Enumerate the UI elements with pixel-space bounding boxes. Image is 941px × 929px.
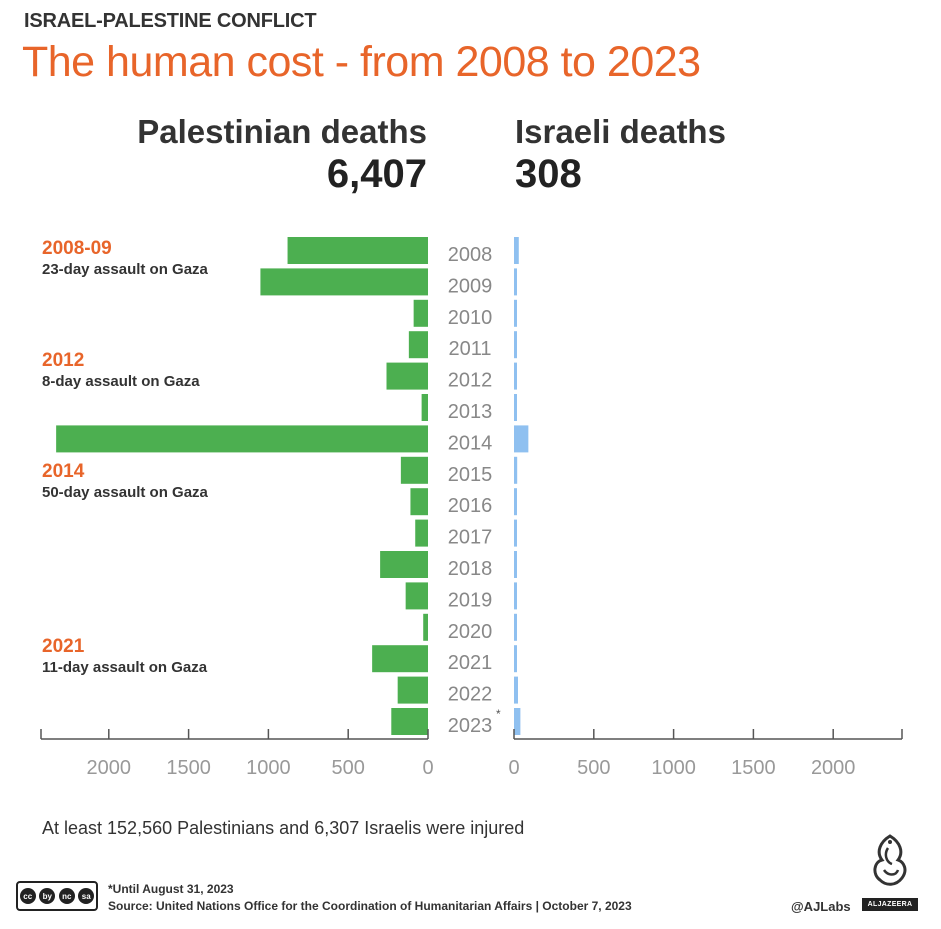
- right-tick-label: 0: [508, 757, 519, 779]
- palestinian-bar: [260, 268, 428, 296]
- event-description: 50-day assault on Gaza: [42, 484, 208, 501]
- left-tick-label: 1500: [166, 757, 211, 779]
- year-label: 2015: [448, 464, 493, 486]
- year-label: 2008: [448, 244, 493, 266]
- year-footnote-marker: *: [496, 707, 501, 721]
- aljazeera-logo: ALJAZEERA: [862, 832, 918, 912]
- year-label: 2018: [448, 558, 493, 580]
- palestinian-bar: [421, 394, 428, 421]
- year-label: 2011: [448, 338, 491, 360]
- palestinian-bar: [410, 488, 428, 516]
- creative-commons-badge: cc by nc sa: [16, 881, 98, 911]
- year-label: 2021: [448, 652, 493, 674]
- sa-icon: sa: [78, 888, 95, 904]
- event-description: 23-day assault on Gaza: [42, 261, 208, 278]
- year-label: 2010: [448, 307, 493, 329]
- event-year: 2014: [42, 461, 85, 482]
- year-label: 2023: [448, 715, 493, 737]
- right-tick-label: 1500: [731, 757, 776, 779]
- ajlabs-handle: @AJLabs: [791, 899, 851, 914]
- palestinian-bar: [56, 425, 429, 453]
- event-year: 2012: [42, 350, 85, 371]
- source-line: Source: United Nations Office for the Co…: [108, 899, 632, 913]
- israeli-bar: [514, 425, 529, 453]
- year-label: 2009: [448, 275, 493, 297]
- left-tick-label: 2000: [87, 757, 132, 779]
- year-label: 2014: [448, 432, 493, 454]
- event-description: 11-day assault on Gaza: [42, 659, 208, 676]
- right-tick-label: 500: [577, 757, 610, 779]
- right-tick-label: 1000: [651, 757, 696, 779]
- palestinian-deaths-total: 6,407: [326, 152, 427, 196]
- event-description: 8-day assault on Gaza: [42, 373, 200, 390]
- by-icon: by: [39, 888, 56, 904]
- footnote: *Until August 31, 2023: [108, 882, 234, 896]
- israeli-bar: [514, 268, 517, 296]
- year-label: 2019: [448, 589, 493, 611]
- left-tick-label: 500: [332, 757, 365, 779]
- event-year: 2008-09: [42, 238, 112, 259]
- israeli-bar: [514, 331, 517, 359]
- left-tick-label: 0: [422, 757, 433, 779]
- israeli-bar: [514, 519, 517, 547]
- palestinian-bar: [423, 613, 428, 641]
- aljazeera-logo-text: ALJAZEERA: [862, 898, 918, 911]
- year-label: 2012: [448, 370, 493, 392]
- israeli-bar: [514, 488, 517, 516]
- kicker: ISRAEL-PALESTINE CONFLICT: [24, 10, 317, 32]
- year-label: 2017: [448, 527, 493, 549]
- palestinian-bar: [372, 645, 428, 673]
- israeli-bar: [514, 456, 518, 484]
- year-label: 2020: [448, 621, 493, 643]
- israeli-bar: [514, 582, 517, 610]
- butterfly-bar-chart: 2008 2009 2010 2011 2012 2013 2014 2015 2016 2017…: [40, 237, 903, 779]
- israeli-bar: [514, 551, 517, 578]
- israeli-bar: [514, 708, 521, 735]
- palestinian-bar: [413, 299, 428, 327]
- palestinian-bar: [380, 551, 428, 578]
- israeli-bar: [514, 676, 518, 704]
- injuries-note: At least 152,560 Palestinians and 6,307 …: [42, 818, 525, 838]
- palestinian-bar: [405, 582, 428, 610]
- palestinian-bar: [391, 708, 428, 735]
- palestinian-deaths-label: Palestinian deaths: [137, 113, 427, 150]
- right-tick-label: 2000: [811, 757, 856, 779]
- event-year: 2021: [42, 636, 85, 657]
- year-label: 2016: [448, 495, 493, 517]
- cc-icon: cc: [19, 888, 36, 904]
- aljazeera-logo-icon: [873, 834, 907, 886]
- israeli-bar: [514, 645, 517, 673]
- year-label: 2013: [448, 401, 493, 423]
- israeli-bar: [514, 394, 517, 421]
- year-label: 2022: [448, 684, 493, 706]
- israeli-bar: [514, 237, 519, 264]
- nc-icon: nc: [58, 888, 75, 904]
- palestinian-bar: [400, 456, 428, 484]
- israeli-bar: [514, 362, 517, 390]
- palestinian-bar: [415, 519, 428, 547]
- palestinian-bar: [397, 676, 428, 704]
- left-tick-label: 1000: [246, 757, 291, 779]
- israeli-bar: [514, 613, 517, 641]
- israeli-bar: [514, 299, 517, 327]
- palestinian-bar: [287, 237, 428, 264]
- palestinian-bar: [386, 362, 428, 390]
- palestinian-bar: [408, 331, 428, 359]
- page-title: The human cost - from 2008 to 2023: [22, 38, 701, 86]
- israeli-deaths-total: 308: [515, 152, 582, 196]
- israeli-deaths-label: Israeli deaths: [515, 113, 726, 150]
